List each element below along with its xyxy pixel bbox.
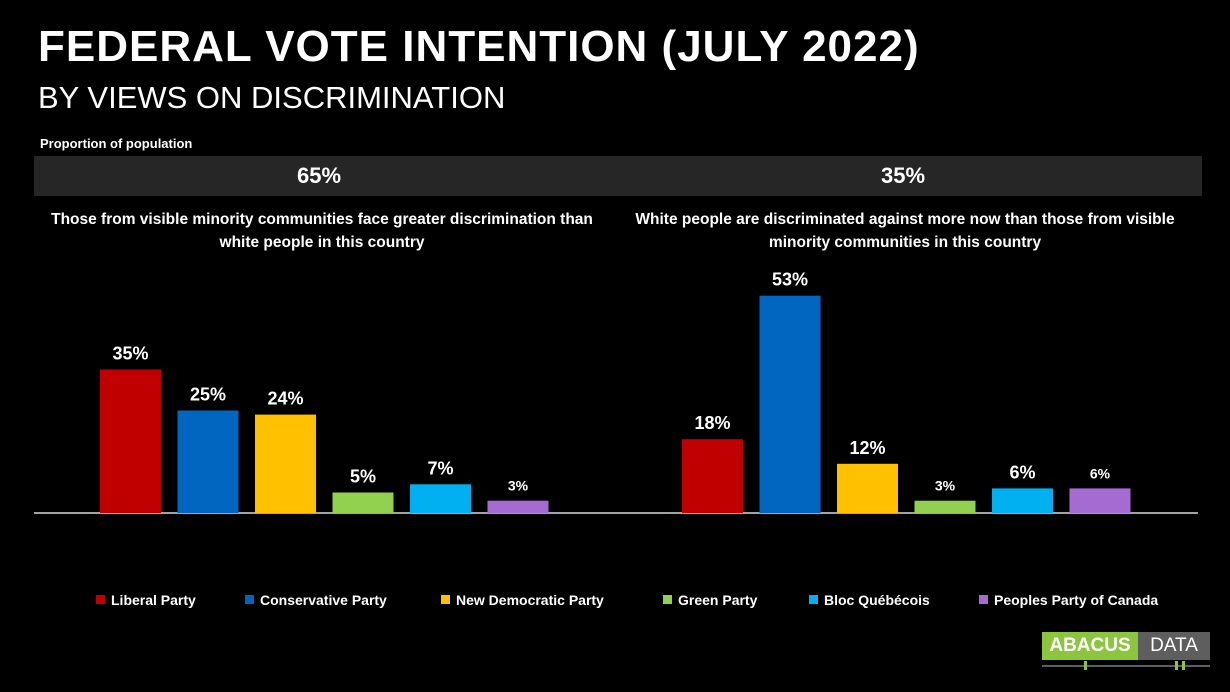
data-label: 7% (427, 458, 453, 478)
bar-1-green-party (332, 492, 394, 513)
bar-2-new-democratic-party (837, 463, 898, 513)
bar-2-green-party (914, 500, 976, 513)
bar-1-bloc-qu-b-cois (410, 484, 471, 513)
bar-2-peoples-party-of-canada (1069, 488, 1131, 513)
legend-item: Green Party (663, 592, 757, 608)
data-label: 3% (508, 478, 529, 494)
data-label: 25% (190, 385, 226, 405)
abacus-data-logo: ABACUS DATA (1042, 632, 1210, 672)
data-label: 3% (935, 478, 956, 494)
group-label-1: Those from visible minority communities … (51, 211, 593, 251)
bar-2-conservative-party (759, 295, 821, 513)
legend-label: New Democratic Party (456, 592, 604, 608)
legend-item: Peoples Party of Canada (979, 592, 1158, 608)
legend-label: Conservative Party (260, 592, 387, 608)
proportion-value-group-1: 65% (296, 163, 342, 188)
data-label: 35% (112, 344, 148, 364)
data-label: 6% (1090, 465, 1111, 481)
bar-2-bloc-qu-b-cois (992, 488, 1053, 513)
bar-1-new-democratic-party (255, 414, 316, 513)
chart-subtitle: BY VIEWS ON DISCRIMINATION (38, 80, 506, 115)
legend-label: Peoples Party of Canada (994, 592, 1159, 608)
logo-tick (1182, 661, 1185, 670)
data-label: 24% (267, 389, 303, 409)
bar-1-conservative-party (177, 410, 239, 513)
legend-item: Conservative Party (245, 592, 387, 608)
legend: Liberal Party Conservative Party New Democ… (0, 592, 1230, 612)
data-label: 53% (772, 270, 808, 290)
legend-item: Liberal Party (96, 592, 196, 608)
legend-label: Bloc Québécois (824, 592, 930, 608)
proportion-value-group-2: 35% (880, 163, 926, 188)
legend-label: Green Party (678, 592, 758, 608)
logo-data-text: DATA (1138, 632, 1210, 660)
legend-swatch (441, 595, 450, 604)
bar-1-liberal-party (100, 369, 161, 513)
legend-swatch (96, 595, 105, 604)
bar-1-peoples-party-of-canada (487, 500, 549, 513)
legend-swatch (245, 595, 254, 604)
logo-abacus-text: ABACUS (1042, 632, 1138, 660)
data-label: 5% (350, 467, 376, 487)
logo-tick (1084, 661, 1087, 670)
data-label: 12% (849, 438, 885, 458)
legend-swatch (663, 595, 672, 604)
legend-label: Liberal Party (111, 592, 196, 608)
proportion-bar: 65% 35% (34, 156, 1202, 196)
data-label: 18% (694, 413, 730, 433)
legend-swatch (809, 595, 818, 604)
legend-item: Bloc Québécois (809, 592, 930, 608)
data-label: 6% (1009, 462, 1035, 482)
proportion-label: Proportion of population (40, 136, 193, 151)
bar-2-liberal-party (682, 439, 743, 513)
legend-swatch (979, 595, 988, 604)
group-label-2: White people are discriminated against m… (635, 211, 1175, 251)
logo-tick (1175, 661, 1178, 670)
legend-item: New Democratic Party (441, 592, 604, 608)
chart-title: FEDERAL VOTE INTENTION (JULY 2022) (38, 22, 920, 71)
logo-line (1042, 665, 1210, 667)
